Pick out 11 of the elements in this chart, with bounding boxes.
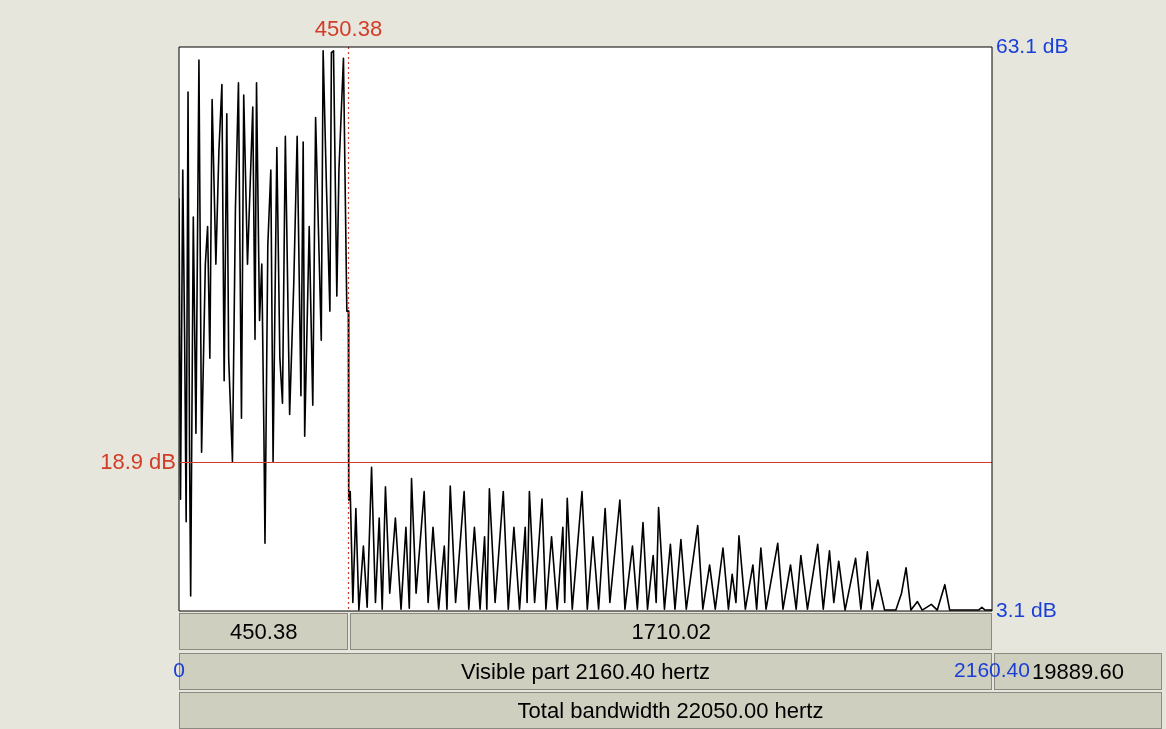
text: 450.38 <box>179 613 349 650</box>
y-tick-label: 3.1 dB <box>996 597 1057 621</box>
y-tick-label: 63.1 dB <box>996 33 1069 57</box>
text: 19889.60 <box>1032 658 1124 684</box>
x-tick-label: 2160.40 <box>954 658 1030 682</box>
ref-line-label: 450.38 <box>314 16 383 42</box>
text: 1710.02 <box>350 613 992 650</box>
ref-line-label: 18.9 dB <box>100 448 176 474</box>
text: Visible part 2160.40 hertz <box>460 658 711 684</box>
x-tick-label: 0 <box>173 658 185 682</box>
text: Total bandwidth 22050.00 hertz <box>179 692 1162 729</box>
